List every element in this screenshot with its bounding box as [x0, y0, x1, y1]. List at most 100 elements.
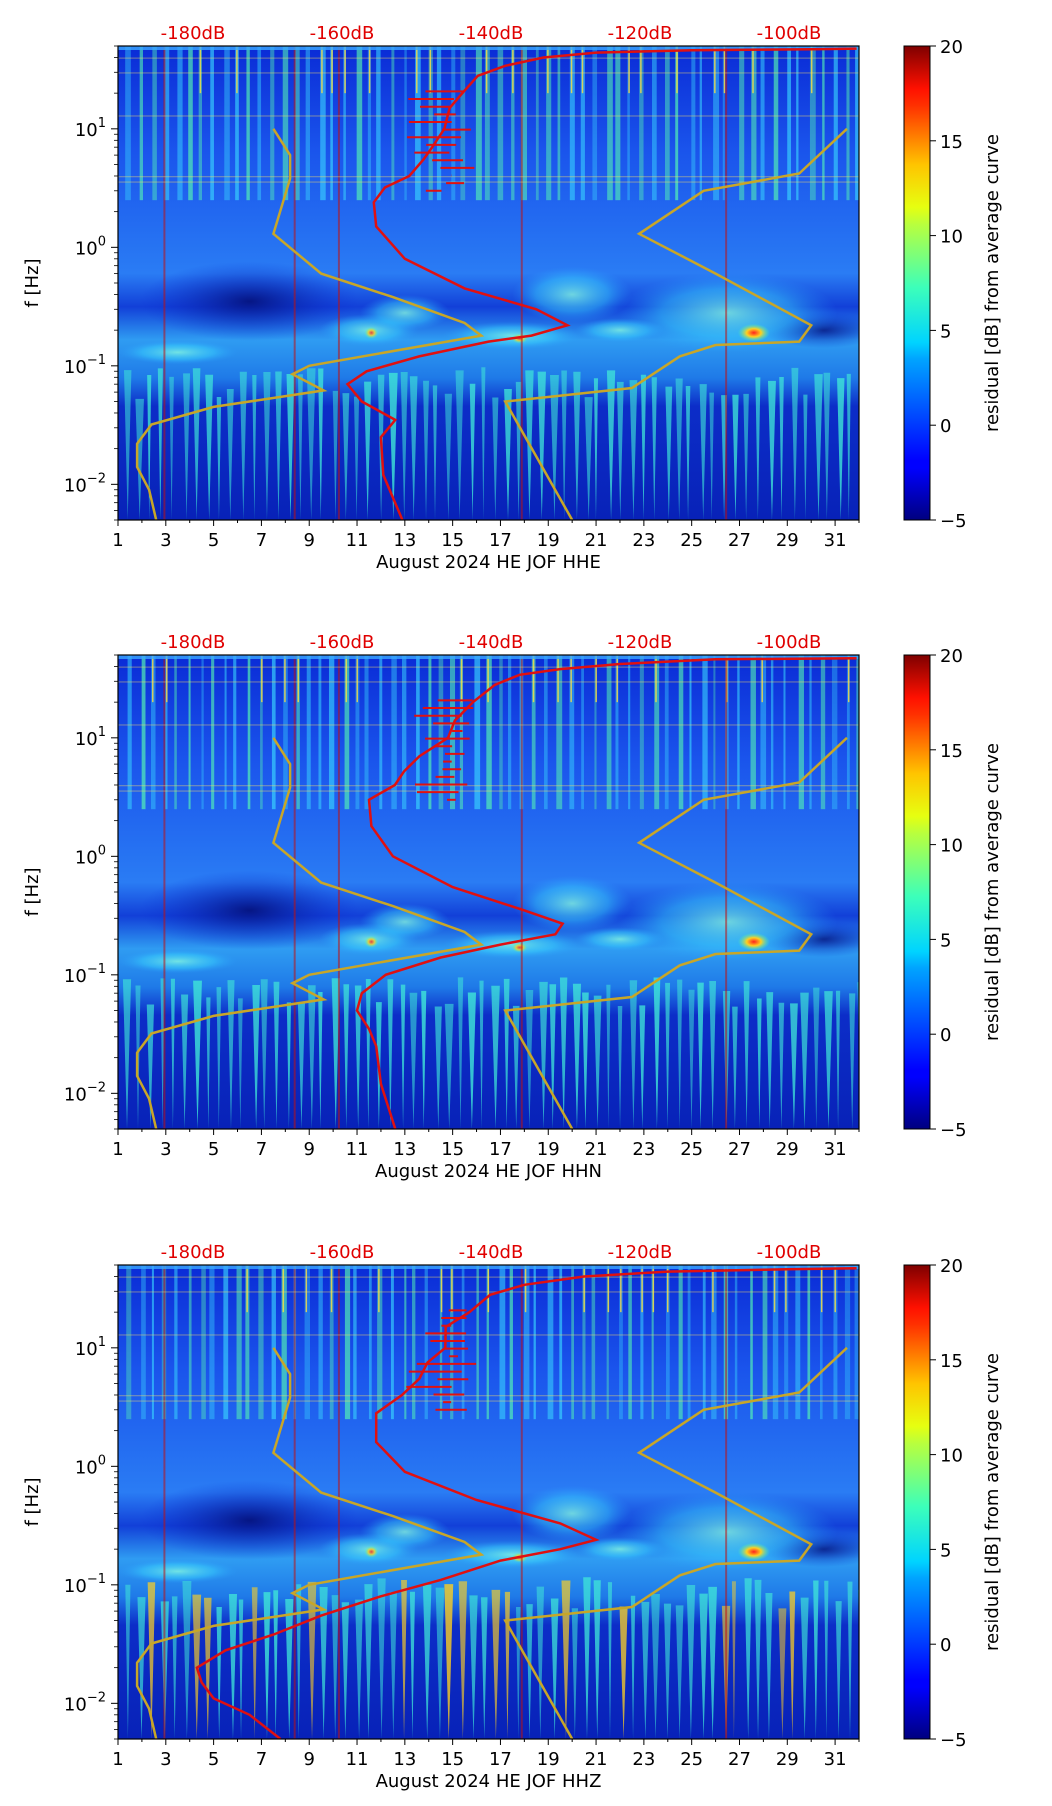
diurnal-streak: [199, 46, 202, 94]
x-tick-label: 5: [208, 530, 219, 551]
low-frequency-column: [630, 1595, 636, 1739]
diurnal-streak: [404, 46, 407, 201]
low-frequency-column: [526, 1604, 533, 1739]
low-frequency-column: [341, 1602, 350, 1739]
diurnal-streak: [284, 655, 286, 703]
low-frequency-column: [387, 979, 394, 1129]
low-frequency-column: [768, 380, 776, 520]
microseism-patch: [617, 881, 838, 962]
diurnal-streak: [152, 46, 157, 201]
x-tick-label: 13: [393, 1749, 416, 1770]
low-frequency-column: [824, 991, 833, 1129]
diurnal-streak: [535, 46, 539, 201]
colorbar-tick-label: 0: [940, 416, 951, 437]
low-frequency-column: [343, 984, 350, 1129]
spike-line: [725, 46, 728, 520]
diurnal-streak: [809, 46, 816, 201]
spike-line: [293, 46, 296, 520]
diurnal-streak: [822, 46, 825, 201]
diurnal-streak: [809, 655, 812, 810]
low-frequency-column: [859, 375, 866, 520]
x-tick-label: 7: [256, 1749, 267, 1770]
x-axis-label: August 2024 HE JOF HHN: [375, 1161, 602, 1182]
spike-line: [337, 1265, 340, 1739]
low-frequency-column: [216, 1606, 222, 1739]
low-frequency-column: [481, 367, 486, 520]
diurnal-streak: [356, 655, 358, 703]
db-scale-label: -140dB: [459, 1242, 524, 1263]
diurnal-streak: [404, 1265, 407, 1420]
low-frequency-column: [790, 1003, 798, 1129]
diurnal-streak: [271, 655, 276, 810]
low-frequency-column: [252, 984, 260, 1129]
x-tick-label: 19: [537, 530, 560, 551]
colorbar-tick-label: 0: [940, 1025, 951, 1046]
diurnal-streak: [379, 655, 383, 810]
diurnal-streak: [474, 655, 481, 810]
low-frequency-column: [455, 370, 464, 520]
diurnal-streak: [246, 1265, 248, 1313]
diurnal-streak: [328, 655, 335, 810]
low-frequency-column: [757, 998, 762, 1129]
colorbar-tick-label: −5: [940, 511, 967, 532]
microseism-patch: [617, 1491, 838, 1572]
low-frequency-column: [744, 1578, 752, 1739]
diurnal-streak: [247, 655, 251, 810]
diurnal-streak: [711, 1265, 717, 1420]
diurnal-streak: [344, 655, 350, 810]
colorbar-label: residual [dB] from average curve: [982, 1353, 1003, 1651]
diurnal-streak: [665, 46, 670, 201]
quiet-zone: [139, 1480, 360, 1561]
low-frequency-column: [226, 388, 234, 520]
low-frequency-column: [458, 1581, 468, 1739]
low-frequency-column: [306, 368, 316, 520]
low-frequency-column: [203, 1597, 212, 1739]
spike-line: [163, 655, 166, 1129]
microseism-patch: [118, 340, 238, 365]
diurnal-streak: [416, 46, 418, 94]
diurnal-streak: [751, 46, 757, 201]
hot-spot: [364, 1545, 379, 1558]
diurnal-streak: [460, 655, 463, 703]
diurnal-streak: [723, 46, 726, 94]
low-frequency-column: [409, 992, 418, 1129]
colorbar-tick-label: 20: [940, 646, 963, 667]
panel-hhe: 1 3 5 7 9 11 13 15 17 19 21 23 25 27 29 3110−210−110010…: [22, 23, 1003, 573]
low-frequency-column: [364, 381, 372, 520]
diurnal-streak: [722, 46, 725, 201]
low-frequency-column: [732, 394, 739, 520]
colorbar-tick-label: 0: [940, 1635, 951, 1656]
panel-hhz: 1 3 5 7 9 11 13 15 17 19 21 23 25 27 29 3110−210−110010…: [22, 1242, 1003, 1792]
diurnal-streak: [678, 655, 684, 810]
diurnal-streak: [201, 655, 204, 810]
diurnal-streak: [270, 46, 275, 201]
diurnal-streak: [581, 46, 584, 94]
diurnal-streak: [401, 655, 407, 810]
diurnal-streak: [281, 1265, 287, 1420]
diurnal-streak: [819, 1265, 823, 1420]
low-frequency-column: [377, 1578, 386, 1739]
db-scale-label: -100dB: [757, 632, 822, 653]
low-frequency-column: [651, 377, 657, 520]
x-tick-label: 11: [346, 1749, 369, 1770]
low-frequency-column: [123, 370, 132, 520]
low-frequency-column: [183, 373, 191, 520]
low-frequency-column: [675, 1605, 684, 1739]
diurnal-streak: [209, 1265, 215, 1420]
x-tick-label: 13: [393, 1139, 416, 1160]
diurnal-streak: [459, 655, 464, 810]
low-frequency-column: [653, 977, 661, 1129]
x-tick-label: 21: [585, 530, 608, 551]
low-frequency-column: [365, 979, 371, 1129]
low-frequency-column: [237, 998, 243, 1129]
hot-spot: [737, 1542, 770, 1561]
low-frequency-column: [409, 376, 418, 520]
low-frequency-column: [422, 1584, 432, 1739]
diurnal-streak: [699, 46, 702, 201]
diurnal-streak: [460, 46, 466, 201]
low-frequency-column: [778, 1002, 785, 1129]
colorbar-tick-label: 20: [940, 1256, 963, 1277]
diurnal-streak: [424, 1265, 428, 1420]
diurnal-streak: [368, 46, 371, 94]
microseism-patch: [359, 294, 450, 331]
